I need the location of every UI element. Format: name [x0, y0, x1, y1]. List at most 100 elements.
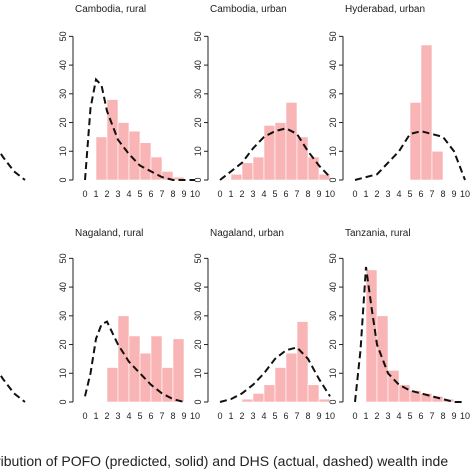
y-tick-label: 40 — [328, 60, 338, 70]
x-tick-label: 9 — [451, 411, 456, 421]
y-tick-label: 20 — [328, 118, 338, 128]
x-tick-label: 3 — [250, 189, 255, 199]
histogram-bar — [285, 352, 298, 403]
panel-title: Cambodia, urban — [210, 4, 287, 15]
x-tick-label: 7 — [429, 411, 434, 421]
histogram-bar — [376, 315, 389, 403]
x-tick-label: 2 — [239, 411, 244, 421]
x-tick-label: 5 — [137, 411, 142, 421]
x-tick-label: 9 — [316, 411, 321, 421]
x-tick-label: 1 — [363, 411, 368, 421]
histogram-bar — [252, 393, 265, 403]
x-tick-label: 0 — [217, 411, 222, 421]
y-tick-label: 0 — [328, 399, 338, 404]
histogram-bar — [318, 173, 331, 181]
y-tick-label: 50 — [193, 31, 203, 41]
x-tick-label: 8 — [305, 411, 310, 421]
x-tick-label: 9 — [316, 189, 321, 199]
histogram-bar — [318, 398, 331, 403]
histogram-bar — [296, 136, 309, 181]
x-tick-label: 10 — [190, 189, 200, 199]
figure: urban01020304050012345678910Cambodia, ru… — [0, 4, 470, 421]
x-tick-label: 2 — [374, 411, 379, 421]
x-tick-label: 7 — [294, 411, 299, 421]
x-tick-label: 4 — [126, 411, 131, 421]
x-tick-label: 10 — [460, 411, 470, 421]
x-tick-label: 6 — [418, 411, 423, 421]
x-tick-label: 10 — [190, 411, 200, 421]
x-tick-label: 2 — [104, 189, 109, 199]
y-tick-label: 30 — [193, 311, 203, 321]
y-tick-label: 30 — [58, 311, 68, 321]
x-tick-label: 10 — [325, 411, 335, 421]
y-tick-label: 40 — [58, 60, 68, 70]
x-tick-label: 9 — [181, 411, 186, 421]
density-dashed-line — [0, 372, 26, 403]
y-tick-label: 10 — [328, 146, 338, 156]
y-tick-label: 10 — [193, 146, 203, 156]
histogram-bar — [95, 136, 108, 181]
density-dashed-line — [84, 77, 195, 181]
x-tick-label: 3 — [385, 189, 390, 199]
x-tick-label: 2 — [239, 189, 244, 199]
panel-title: Nagaland, urban — [210, 228, 284, 239]
x-tick-label: 3 — [115, 189, 120, 199]
histogram-bar — [252, 156, 265, 181]
y-tick-label: 40 — [328, 282, 338, 292]
x-tick-label: 2 — [104, 411, 109, 421]
y-tick-label: 40 — [58, 282, 68, 292]
x-tick-label: 7 — [294, 189, 299, 199]
x-tick-label: 7 — [429, 189, 434, 199]
x-tick-label: 5 — [407, 189, 412, 199]
y-tick-label: 10 — [328, 368, 338, 378]
x-tick-label: 6 — [148, 411, 153, 421]
density-dashed-line — [354, 266, 465, 403]
histogram-bar — [230, 173, 243, 181]
y-tick-label: 50 — [58, 31, 68, 41]
x-tick-label: 5 — [272, 411, 277, 421]
y-tick-label: 20 — [58, 118, 68, 128]
x-tick-label: 2 — [374, 189, 379, 199]
x-tick-label: 9 — [181, 189, 186, 199]
x-tick-label: 0 — [352, 189, 357, 199]
y-tick-label: 50 — [193, 253, 203, 263]
histogram-bar — [150, 156, 163, 181]
x-tick-label: 4 — [126, 189, 131, 199]
x-tick-label: 3 — [115, 411, 120, 421]
histogram-bar — [263, 384, 276, 403]
histogram-bar — [139, 352, 152, 403]
y-tick-label: 40 — [193, 282, 203, 292]
x-tick-label: 1 — [363, 189, 368, 199]
y-tick-label: 50 — [58, 253, 68, 263]
x-tick-label: 5 — [272, 189, 277, 199]
x-tick-label: 8 — [170, 189, 175, 199]
histogram-bar — [161, 171, 174, 181]
histogram-bar — [420, 44, 433, 181]
x-tick-label: 3 — [385, 411, 390, 421]
y-tick-label: 10 — [193, 368, 203, 378]
histogram-bar — [431, 150, 444, 181]
x-tick-label: 10 — [460, 189, 470, 199]
histogram-bar — [106, 99, 119, 181]
x-tick-label: 5 — [407, 411, 412, 421]
x-tick-label: 8 — [440, 411, 445, 421]
y-tick-label: 30 — [328, 311, 338, 321]
histogram-bar — [409, 102, 422, 181]
x-tick-label: 1 — [228, 189, 233, 199]
histogram-bar — [139, 142, 152, 181]
x-tick-label: 0 — [82, 189, 87, 199]
x-tick-label: 0 — [352, 411, 357, 421]
y-tick-label: 30 — [58, 89, 68, 99]
x-tick-label: 0 — [217, 189, 222, 199]
histogram-bar — [285, 102, 298, 181]
x-tick-label: 8 — [440, 189, 445, 199]
x-tick-label: 6 — [148, 189, 153, 199]
histogram-bar — [172, 338, 185, 403]
x-tick-label: 8 — [305, 189, 310, 199]
panel-title: Hyderabad, urban — [345, 4, 425, 15]
